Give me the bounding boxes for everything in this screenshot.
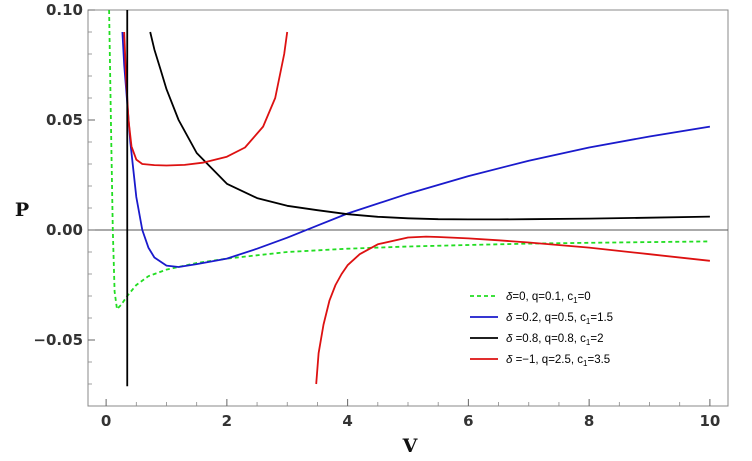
y-tick-label: 0.05: [46, 111, 83, 129]
x-tick-label: 2: [222, 412, 232, 430]
y-tick-label: −0.05: [33, 331, 83, 349]
series-line-4: [123, 31, 289, 167]
y-axis-label: P: [15, 199, 29, 221]
y-tick-label: 0.00: [46, 221, 83, 239]
legend-label: δ =0.8, q=0.8, c1=2: [506, 333, 604, 347]
x-tick-label: 6: [463, 412, 473, 430]
legend-label: δ=0, q=0.1, c1=0: [506, 291, 591, 305]
series-layer: [108, 9, 711, 387]
legend-label: δ =−1, q=2.5, c1=3.5: [506, 354, 610, 368]
x-tick-label: 4: [342, 412, 352, 430]
series-line-2: [121, 31, 711, 268]
x-tick-label: 0: [101, 412, 111, 430]
series-line-4-branch: [315, 235, 710, 385]
plot-frame: [87, 9, 729, 407]
axes: 0 2 4 6 8 10 −0.05 0.00 0.05 0.10: [33, 1, 728, 430]
x-axis-label: V: [402, 435, 419, 457]
x-tick-label: 10: [699, 412, 720, 430]
legend-label: δ =0.2, q=0.5, c1=1.5: [506, 312, 613, 326]
y-tick-label: 0.10: [46, 1, 83, 19]
series-line-3: [149, 31, 710, 221]
x-tick-label: 8: [584, 412, 594, 430]
legend: δ=0, q=0.1, c1=0 δ =0.2, q=0.5, c1=1.5 δ =…: [470, 291, 613, 368]
